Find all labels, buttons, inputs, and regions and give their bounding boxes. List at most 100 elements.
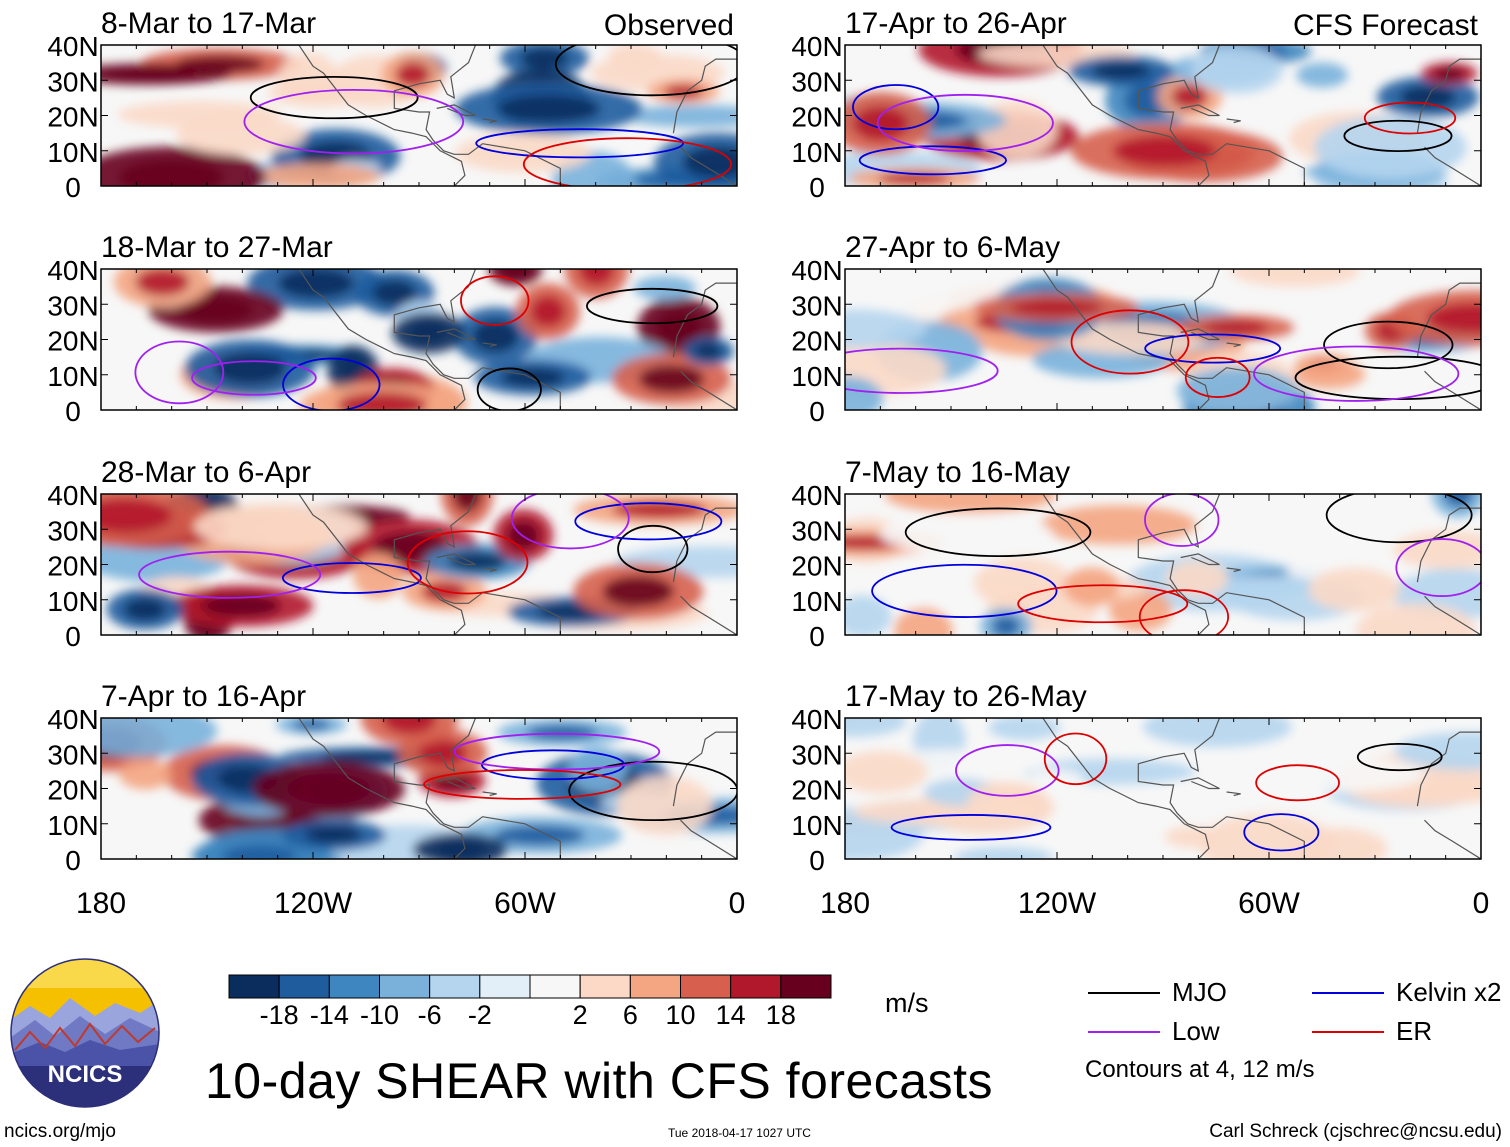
contour-er <box>1255 764 1340 802</box>
contour-low <box>453 732 661 771</box>
map-panel: 40N 30N 20N 10N 0 28-Mar to 6-Apr <box>47 456 738 652</box>
shear-field <box>845 45 1481 186</box>
contour-low <box>1395 538 1481 597</box>
author-credit: Carl Schreck (cjschrec@ncsu.edu) <box>1209 1121 1502 1142</box>
ncics-logo: NCICS <box>10 958 160 1108</box>
panel-period: 18-Mar to 27-Mar <box>101 231 333 264</box>
map-panel: 40N 30N 20N 10N 0 7-Apr to 16-Apr <box>47 680 738 876</box>
column-tag: Observed <box>604 9 734 42</box>
logo-text: NCICS <box>48 1061 123 1088</box>
lat-tick-label: 40N <box>47 704 98 735</box>
wave-contours <box>243 45 737 186</box>
lon-tick-label: 120W <box>1018 887 1097 920</box>
legend-label: Low <box>1172 1016 1220 1046</box>
colorbar-units: m/s <box>885 988 929 1018</box>
lat-tick-label: 10N <box>47 137 98 168</box>
colorbar-bin <box>529 974 581 999</box>
wave-contours <box>134 275 719 410</box>
lat-tick-label: 20N <box>791 775 842 806</box>
map-panel: 40N 30N 20N 10N 0 18-Mar to 27-Mar <box>47 231 738 427</box>
colorbar-tick-label: -2 <box>467 1000 492 1030</box>
contour-kelvin-x2 <box>1243 813 1320 852</box>
lat-tick-label: 40N <box>47 255 98 286</box>
contour-low <box>243 88 465 155</box>
shear-field <box>845 494 1481 635</box>
colorbar-tick-label: 14 <box>715 1000 746 1030</box>
lat-tick-label: 0 <box>65 621 81 652</box>
contour-low <box>1144 494 1220 547</box>
lat-tick-label: 0 <box>809 172 825 203</box>
contour-kelvin-x2 <box>574 502 723 541</box>
colorbar-bin <box>680 974 732 999</box>
shear-field <box>845 269 1481 410</box>
figure-title: 10-day SHEAR with CFS forecasts <box>205 1053 993 1109</box>
lat-tick-label: 0 <box>809 845 825 876</box>
contour-mjo <box>476 367 542 410</box>
wave-contours <box>423 732 737 822</box>
panel-period: 7-Apr to 16-Apr <box>101 680 306 713</box>
lon-tick-label: 60W <box>1238 887 1300 920</box>
coastlines <box>277 269 737 410</box>
lat-tick-label: 10N <box>791 586 842 617</box>
colorbar-bin <box>629 974 681 999</box>
contour-kelvin-x2 <box>890 814 1052 841</box>
coastlines <box>1021 494 1481 635</box>
contour-note: Contours at 4, 12 m/s <box>1085 1056 1315 1083</box>
contour-mjo <box>249 75 419 120</box>
contour-mjo <box>554 45 737 97</box>
map-panel: 40N 30N 20N 10N 0 17-May to 26-May <box>791 680 1482 876</box>
lat-tick-label: 40N <box>791 704 842 735</box>
colorbar-tick-label: -14 <box>309 1000 349 1030</box>
lon-tick-label: 60W <box>494 887 556 920</box>
site-url[interactable]: ncics.org/mjo <box>4 1121 116 1142</box>
colorbar-tick-label: 10 <box>665 1000 696 1030</box>
contour-er <box>1363 101 1457 135</box>
contour-kelvin-x2 <box>282 357 381 410</box>
column-tag: CFS Forecast <box>1293 9 1479 42</box>
lat-tick-label: 20N <box>791 551 842 582</box>
map-panel: 40N 30N 20N 10N 0 17-Apr to 26-Apr CFS Forecas… <box>791 7 1482 203</box>
lat-tick-label: 40N <box>791 255 842 286</box>
panel-period: 8-Mar to 17-Mar <box>101 7 316 40</box>
shear-field <box>101 45 737 186</box>
lat-tick-label: 0 <box>809 621 825 652</box>
contour-legend <box>1088 992 1384 1033</box>
colorbar-bin <box>278 974 330 999</box>
colorbar-tick-label: 2 <box>572 1000 588 1030</box>
lon-tick-label: 0 <box>729 887 746 920</box>
wave-contours <box>845 309 1481 402</box>
lat-tick-label: 10N <box>791 361 842 392</box>
colorbar-tick-label: 18 <box>765 1000 796 1030</box>
contour-mjo <box>1356 742 1443 772</box>
lat-tick-label: 0 <box>65 172 81 203</box>
lat-tick-label: 40N <box>791 31 842 62</box>
colorbar-bin <box>780 974 832 999</box>
colorbar-tick-label: -10 <box>359 1000 400 1030</box>
shear-field <box>101 718 737 859</box>
coastlines <box>1021 45 1481 186</box>
panel-period: 17-May to 26-May <box>845 680 1087 713</box>
coastlines <box>277 718 737 859</box>
contour-mjo <box>1343 119 1453 152</box>
contour-er <box>1184 356 1251 398</box>
timestamp: Tue 2018-04-17 1027 UTC <box>668 1126 811 1140</box>
legend-label: MJO <box>1172 977 1227 1007</box>
lat-tick-label: 0 <box>809 396 825 427</box>
lat-tick-label: 20N <box>47 102 98 133</box>
contour-low <box>1253 345 1460 402</box>
lat-tick-label: 40N <box>47 480 98 511</box>
wave-contours <box>871 494 1481 635</box>
lat-tick-label: 10N <box>791 810 842 841</box>
colorbar-bin <box>328 974 381 999</box>
colorbar-bin <box>579 974 631 999</box>
colorbar-bin <box>479 974 531 999</box>
contour-low <box>955 744 1060 797</box>
wave-contours <box>852 84 1457 176</box>
lat-tick-label: 10N <box>47 810 98 841</box>
colorbar-tick-label: -18 <box>259 1000 299 1030</box>
contour-er <box>423 769 622 800</box>
shear-field <box>845 718 1481 859</box>
contour-mjo <box>1323 320 1454 370</box>
lat-tick-label: 20N <box>47 775 98 806</box>
contour-low <box>134 340 225 405</box>
